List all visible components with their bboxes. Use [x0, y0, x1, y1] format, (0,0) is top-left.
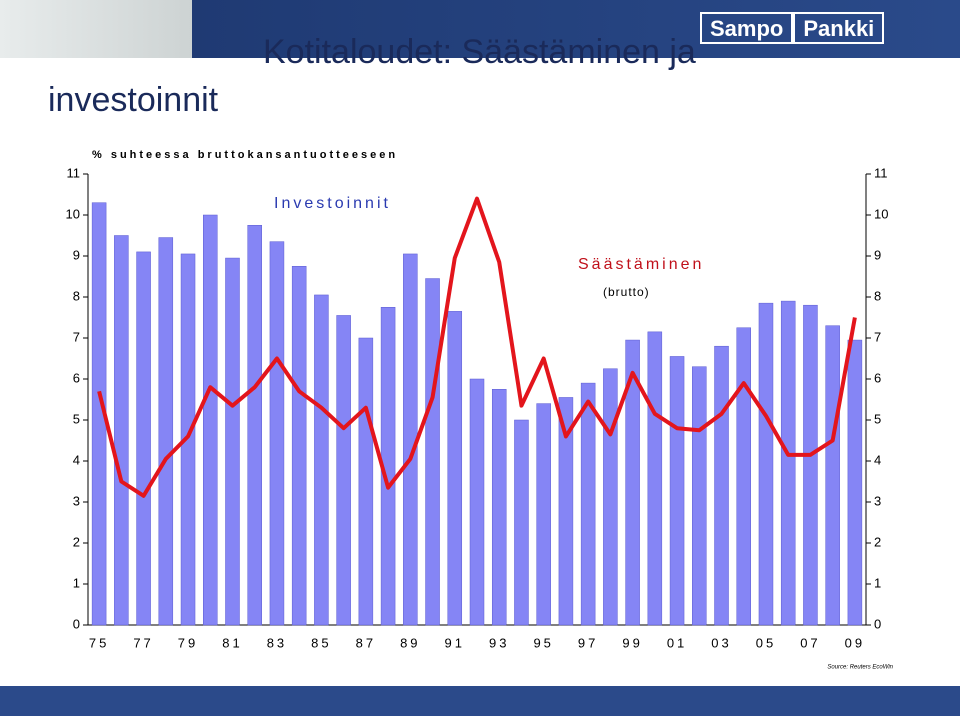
y-tick-label: 3: [73, 493, 80, 508]
y-tick-label: 9: [73, 247, 80, 262]
y2-tick-label: 10: [874, 206, 888, 221]
x-tick-label: 93: [489, 635, 509, 650]
bar: [358, 337, 374, 626]
x-tick-label: 79: [178, 635, 198, 650]
bar: [736, 327, 751, 626]
bar: [403, 253, 418, 626]
bar: [669, 356, 685, 626]
bar: [692, 366, 707, 626]
y2-tick-label: 2: [874, 534, 881, 549]
series-label: Investoinnit: [274, 195, 391, 212]
x-tick-label: 89: [400, 635, 420, 650]
y2-tick-label: 0: [874, 616, 881, 631]
y2-tick-label: 7: [874, 329, 881, 344]
y2-tick-label: 8: [874, 288, 881, 303]
bar: [425, 278, 440, 626]
x-tick-label: 01: [667, 635, 687, 650]
bar: [203, 214, 218, 626]
bar: [714, 345, 729, 626]
bar: [758, 302, 774, 626]
bar: [158, 237, 174, 626]
bar: [625, 339, 640, 626]
bar: [136, 251, 151, 626]
logo: Sampo Pankki: [700, 12, 885, 44]
bar: [114, 235, 129, 626]
y2-tick-label: 11: [874, 165, 888, 180]
bar: [447, 311, 463, 626]
y2-tick-label: 6: [874, 370, 881, 385]
line: [97, 196, 857, 498]
y2-tick-label: 4: [874, 452, 881, 467]
y-tick-label: 5: [73, 411, 80, 426]
annotation: (brutto): [603, 285, 650, 299]
y2-tick-label: 3: [874, 493, 881, 508]
bar: [780, 300, 796, 626]
y-tick-label: 11: [67, 165, 81, 180]
header-band: [0, 0, 960, 58]
y-tick-label: 2: [73, 534, 80, 549]
x-tick-label: 83: [267, 635, 287, 650]
y2-tick-label: 1: [874, 575, 881, 590]
bar: [603, 368, 618, 626]
y-tick-label: 4: [73, 452, 80, 467]
bar: [647, 331, 663, 626]
x-tick-label: 07: [800, 635, 820, 650]
y-tick-label: 1: [73, 575, 80, 590]
bar: [803, 304, 818, 626]
bar: [269, 241, 285, 626]
y2-tick-label: 5: [874, 411, 881, 426]
y-tick-label: 8: [73, 288, 80, 303]
bar: [847, 339, 863, 626]
slide-title: Kotitaloudet: Säästäminen ja investoinni…: [48, 33, 696, 119]
logo-text: Sampo: [700, 12, 794, 44]
x-tick-label: 91: [445, 635, 465, 650]
bar: [247, 225, 262, 626]
subtitle: % suhteessa bruttokansantuotteeseen: [92, 149, 398, 161]
logo-text: Pankki: [793, 12, 885, 44]
x-tick-label: 81: [222, 635, 242, 650]
bar: [558, 397, 574, 626]
y-tick-label: 0: [73, 616, 80, 631]
series-label: Säästäminen: [578, 256, 704, 273]
y-tick-label: 7: [73, 329, 80, 344]
x-tick-label: 77: [133, 635, 153, 650]
x-tick-label: 85: [311, 635, 331, 650]
x-tick-label: 87: [356, 635, 376, 650]
x-tick-label: 03: [711, 635, 731, 650]
y-tick-label: 6: [73, 370, 80, 385]
bar: [514, 419, 529, 626]
x-tick-label: 97: [578, 635, 598, 650]
bar: [225, 257, 240, 626]
bar: [291, 266, 307, 626]
x-tick-label: 09: [845, 635, 865, 650]
bar: [180, 253, 196, 626]
bar: [336, 315, 351, 626]
bar: [469, 378, 485, 626]
x-tick-label: 99: [622, 635, 642, 650]
x-tick-label: 05: [756, 635, 776, 650]
bar: [825, 325, 840, 626]
footer-band: [0, 686, 960, 716]
x-tick-label: 75: [89, 635, 109, 650]
y-tick-label: 10: [66, 206, 80, 221]
source: Source: Reuters EcoWin: [827, 665, 893, 671]
y2-tick-label: 9: [874, 247, 881, 262]
x-tick-label: 95: [533, 635, 553, 650]
bar: [580, 382, 596, 626]
bar: [314, 294, 329, 626]
bar: [491, 389, 507, 626]
bar: [536, 403, 551, 626]
